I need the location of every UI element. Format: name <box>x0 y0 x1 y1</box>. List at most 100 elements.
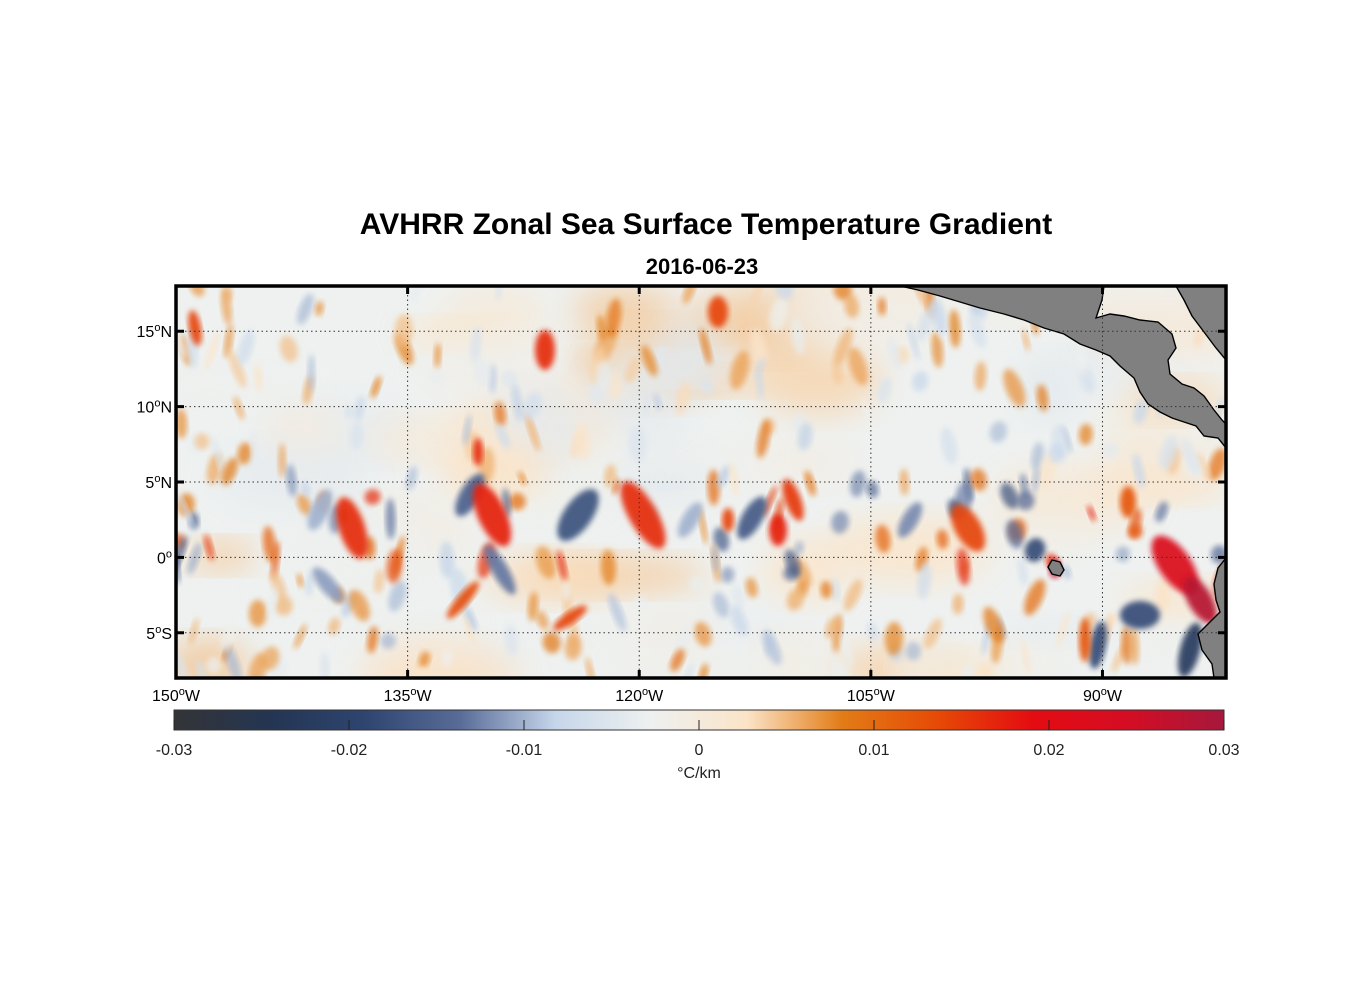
warm-gradient-feature <box>573 422 591 460</box>
warm-gradient-feature <box>608 371 622 401</box>
warm-gradient-feature <box>756 418 771 459</box>
warm-gradient-feature <box>270 571 287 600</box>
cool-gradient-feature <box>388 580 407 612</box>
cool-gradient-feature <box>737 496 767 540</box>
cool-gradient-feature <box>700 378 714 396</box>
cool-gradient-feature <box>345 404 353 419</box>
colorbar-tick-label: 0.03 <box>1208 742 1239 759</box>
warm-gradient-feature <box>1024 579 1046 616</box>
warm-gradient-feature <box>698 507 708 545</box>
warm-gradient-feature <box>641 345 658 377</box>
colorbar-tick-label: 0.01 <box>858 742 889 759</box>
warm-gradient-feature <box>508 493 526 511</box>
warm-gradient-feature <box>1087 505 1096 522</box>
warm-gradient-feature <box>699 328 712 365</box>
warm-gradient-feature <box>314 301 324 316</box>
cool-gradient-feature <box>441 649 453 667</box>
warm-gradient-feature <box>952 593 964 615</box>
cool-gradient-feature <box>840 633 853 668</box>
cool-gradient-feature <box>1016 491 1035 511</box>
warm-gradient-feature <box>729 461 739 497</box>
cool-gradient-feature <box>488 363 497 394</box>
cool-gradient-feature <box>850 470 866 498</box>
background-patch <box>176 364 308 405</box>
lon-tick-label: 90oW <box>1083 686 1123 705</box>
cool-gradient-feature <box>496 424 510 449</box>
cool-gradient-feature <box>312 567 344 603</box>
lat-tick-label: 10oN <box>137 398 172 417</box>
warm-gradient-feature <box>833 286 852 301</box>
background-patch <box>184 539 258 572</box>
colorbar: -0.03 -0.02 -0.01 0 0.01 0.02 0.03 °C/km <box>156 709 1240 782</box>
warm-gradient-feature <box>931 331 944 368</box>
cool-gradient-feature <box>1177 622 1203 678</box>
cool-gradient-feature <box>354 395 365 421</box>
warm-gradient-feature <box>600 549 616 586</box>
warm-gradient-feature <box>877 297 887 316</box>
cool-gradient-feature <box>205 657 222 674</box>
warm-gradient-feature <box>832 362 843 385</box>
warm-gradient-feature <box>223 286 233 302</box>
warm-gradient-feature <box>494 401 506 427</box>
cool-gradient-feature <box>911 371 929 392</box>
warm-gradient-feature <box>620 481 666 549</box>
warm-gradient-feature <box>624 356 641 383</box>
cool-gradient-feature <box>887 337 902 370</box>
warm-gradient-feature <box>274 596 293 616</box>
cool-gradient-feature <box>385 498 396 540</box>
warm-gradient-feature <box>884 621 903 656</box>
warm-gradient-feature <box>542 631 561 654</box>
cool-gradient-feature <box>769 297 788 332</box>
cool-gradient-feature <box>831 659 851 678</box>
cool-gradient-feature <box>1000 482 1019 510</box>
warm-gradient-feature <box>820 581 832 599</box>
warm-gradient-feature <box>233 396 245 420</box>
warm-gradient-feature <box>525 412 541 452</box>
warm-gradient-feature <box>585 656 596 678</box>
warm-gradient-feature <box>1079 618 1091 662</box>
colorbar-tick-label: -0.02 <box>331 742 368 759</box>
warm-gradient-feature <box>373 568 385 594</box>
warm-gradient-feature <box>254 363 263 392</box>
lon-tick-label: 105oW <box>847 686 896 705</box>
cool-gradient-feature <box>682 662 694 678</box>
cool-gradient-feature <box>1211 545 1226 564</box>
cool-gradient-feature <box>1132 453 1146 489</box>
cool-gradient-feature <box>730 606 748 637</box>
warm-gradient-feature <box>176 408 188 439</box>
cool-gradient-feature <box>794 541 804 556</box>
warm-gradient-feature <box>434 343 442 368</box>
warm-gradient-feature <box>278 443 286 478</box>
axis-ticks: 15oN 10oN 5oN 0o 5oS 150oW 135oW 120oW 105oW 90oW <box>137 286 1226 705</box>
warm-gradient-feature <box>675 381 691 415</box>
cool-gradient-feature <box>677 502 703 538</box>
warm-gradient-feature <box>722 508 734 532</box>
cool-gradient-feature <box>267 585 278 619</box>
warm-gradient-feature <box>296 493 312 516</box>
warm-gradient-feature <box>983 606 1004 643</box>
warm-gradient-feature <box>248 599 267 628</box>
warm-gradient-feature <box>461 614 476 645</box>
warm-gradient-feature <box>974 361 987 391</box>
warm-gradient-feature <box>535 330 555 370</box>
warm-gradient-feature <box>228 349 247 389</box>
warm-gradient-feature <box>472 483 512 547</box>
warm-gradient-feature <box>221 457 238 486</box>
warm-gradient-feature <box>446 581 480 619</box>
cool-gradient-feature <box>653 393 662 411</box>
warm-gradient-feature <box>1111 645 1125 673</box>
cool-gradient-feature <box>633 595 647 610</box>
cool-gradient-feature <box>1120 601 1160 629</box>
colorbar-tick-label: -0.01 <box>506 742 543 759</box>
cool-gradient-feature <box>300 481 311 497</box>
cool-gradient-feature <box>176 535 188 572</box>
warm-gradient-feature <box>1021 329 1030 352</box>
colorbar-tick-label: 0 <box>695 742 704 759</box>
lat-tick-label: 5oN <box>145 473 172 492</box>
warm-gradient-feature <box>1183 576 1217 624</box>
warm-gradient-feature <box>1078 423 1093 446</box>
warm-gradient-feature <box>1003 368 1026 408</box>
cool-gradient-feature <box>511 383 523 422</box>
warm-gradient-feature <box>605 298 622 338</box>
